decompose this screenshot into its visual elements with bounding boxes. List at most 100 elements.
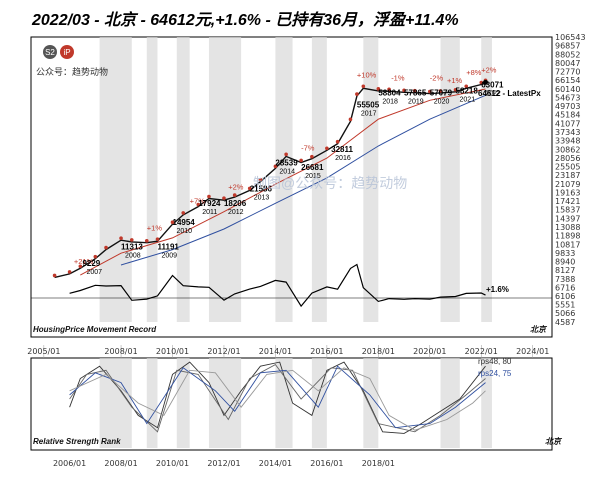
price-point	[232, 193, 237, 197]
pct-annotation: +21%	[74, 257, 94, 266]
rs-x-tick-label: 2014/01	[259, 459, 292, 468]
year-value-label: 26681	[301, 163, 324, 172]
x-tick-label: 2020/01	[413, 347, 446, 356]
y-tick-label: 28056	[555, 154, 580, 163]
price-series-0	[54, 81, 486, 279]
price-point	[335, 139, 340, 144]
price-lines	[52, 78, 489, 279]
price-annotations: +21%+1%+7%+2%-7%+10% -1% -2% +1%+8% +2%	[74, 66, 497, 266]
rs-shaded-band-7	[440, 358, 460, 448]
year-label: 2021	[460, 97, 476, 104]
y-tick-label: 7388	[555, 275, 575, 284]
price-y-axis-ticks: 4587506655516106671673888127894098331081…	[555, 33, 586, 327]
rs-x-axis-ticks: 2006/01 2008/01 2010/01 2012/01 2014/01 2016/…	[53, 437, 563, 468]
rs-shaded-band-4	[275, 358, 293, 448]
rs-label: rps24, 75	[478, 369, 512, 378]
y-tick-label: 6716	[555, 283, 575, 292]
rs-shaded-band-1	[146, 358, 158, 448]
year-value-label: 14954	[173, 218, 196, 227]
pct-annotation: +8%	[466, 68, 482, 77]
y-tick-label: 5551	[555, 301, 575, 310]
y-tick-label: 88052	[555, 50, 580, 59]
year-value-label: 58218	[456, 87, 479, 96]
pct-annotation: -7%	[301, 143, 315, 152]
price-x-axis-ticks: 2005/01 2008/01 2010/01 2012/01 2014/01 2016/…	[27, 345, 549, 358]
x-tick-label: 2016/01	[310, 347, 343, 356]
x-tick-label: 2010/01	[156, 347, 189, 356]
price-point	[273, 164, 278, 169]
y-tick-label: 21079	[555, 180, 580, 189]
price-point	[181, 211, 186, 215]
rs-shaded-band-2	[176, 358, 190, 448]
year-label: 2015	[305, 173, 321, 180]
y-tick-label: 60140	[555, 85, 580, 94]
year-value-label: 17924	[198, 199, 221, 208]
pct-annotation: -1%	[391, 73, 405, 82]
year-label: 2013	[254, 194, 270, 201]
year-label: 2018	[382, 98, 398, 105]
year-value-label: 57865	[404, 88, 427, 97]
year-label: 2007	[86, 269, 102, 276]
shaded-band-5	[311, 37, 327, 322]
y-tick-label: 96857	[555, 42, 580, 51]
year-value-label: 58804	[378, 88, 401, 97]
center-watermark: 制图@公众号：趋势动物	[253, 175, 407, 191]
year-label: 2017	[361, 110, 377, 117]
s2-button[interactable]: S2	[43, 45, 57, 59]
rs-x-tick-label: 2018/01	[362, 459, 395, 468]
price-point	[52, 273, 57, 278]
y-tick-label: 15837	[555, 206, 580, 215]
x-tick-label: 2014/01	[259, 347, 292, 356]
rs-series-0	[69, 361, 486, 434]
year-value-label: 63071	[481, 81, 504, 90]
y-tick-label: 49703	[555, 102, 580, 111]
price-series-2	[120, 94, 486, 266]
price-point	[93, 254, 98, 259]
price-point	[348, 117, 353, 122]
year-label: 2008	[125, 253, 141, 260]
price-point	[170, 220, 175, 224]
year-label: 2014	[279, 169, 295, 176]
shaded-band-1	[146, 37, 158, 322]
y-tick-label: 6106	[555, 292, 575, 301]
y-tick-label: 45184	[555, 111, 580, 120]
price-point	[427, 89, 432, 94]
year-value-label: 21586	[250, 184, 273, 193]
price-point	[361, 84, 366, 89]
price-point	[144, 238, 149, 243]
y-tick-label: 106543	[555, 33, 586, 42]
pct-annotation: +10%	[357, 71, 377, 80]
price-point	[453, 87, 458, 92]
year-label: 2016	[335, 155, 351, 162]
rs-shaded-band-3	[208, 358, 242, 448]
y-tick-label: 23187	[555, 171, 580, 180]
shaded-bands	[99, 37, 492, 448]
price-point	[412, 88, 417, 93]
y-tick-label: 8940	[555, 258, 575, 267]
pct-annotation: +1%	[147, 223, 163, 232]
price-point	[247, 186, 252, 191]
rs-labels: rps24, 75 rps48, 80	[478, 357, 512, 378]
y-tick-label: 5066	[555, 309, 575, 318]
price-point	[207, 194, 211, 199]
price-point	[222, 196, 226, 200]
x-tick-label: 2005/01	[27, 347, 60, 356]
rs-shaded-band-8	[481, 358, 492, 448]
price-point	[387, 87, 391, 92]
rs-label: rps48, 80	[478, 357, 512, 366]
price-point	[119, 236, 123, 241]
y-tick-label: 11898	[555, 232, 580, 241]
ip-button-label: iP	[63, 48, 70, 57]
year-value-label: 55505	[357, 100, 380, 109]
year-label: 2012	[228, 209, 244, 216]
y-tick-label: 37343	[555, 128, 580, 137]
price-point	[479, 80, 484, 85]
year-value-label: 18206	[224, 199, 247, 208]
rs-x-tick-label: 2016/01	[310, 459, 343, 468]
price-point	[155, 237, 160, 241]
ip-button[interactable]: iP	[60, 45, 74, 59]
price-point	[104, 245, 108, 250]
year-label: 2010	[177, 228, 193, 235]
y-tick-label: 80047	[555, 59, 580, 68]
